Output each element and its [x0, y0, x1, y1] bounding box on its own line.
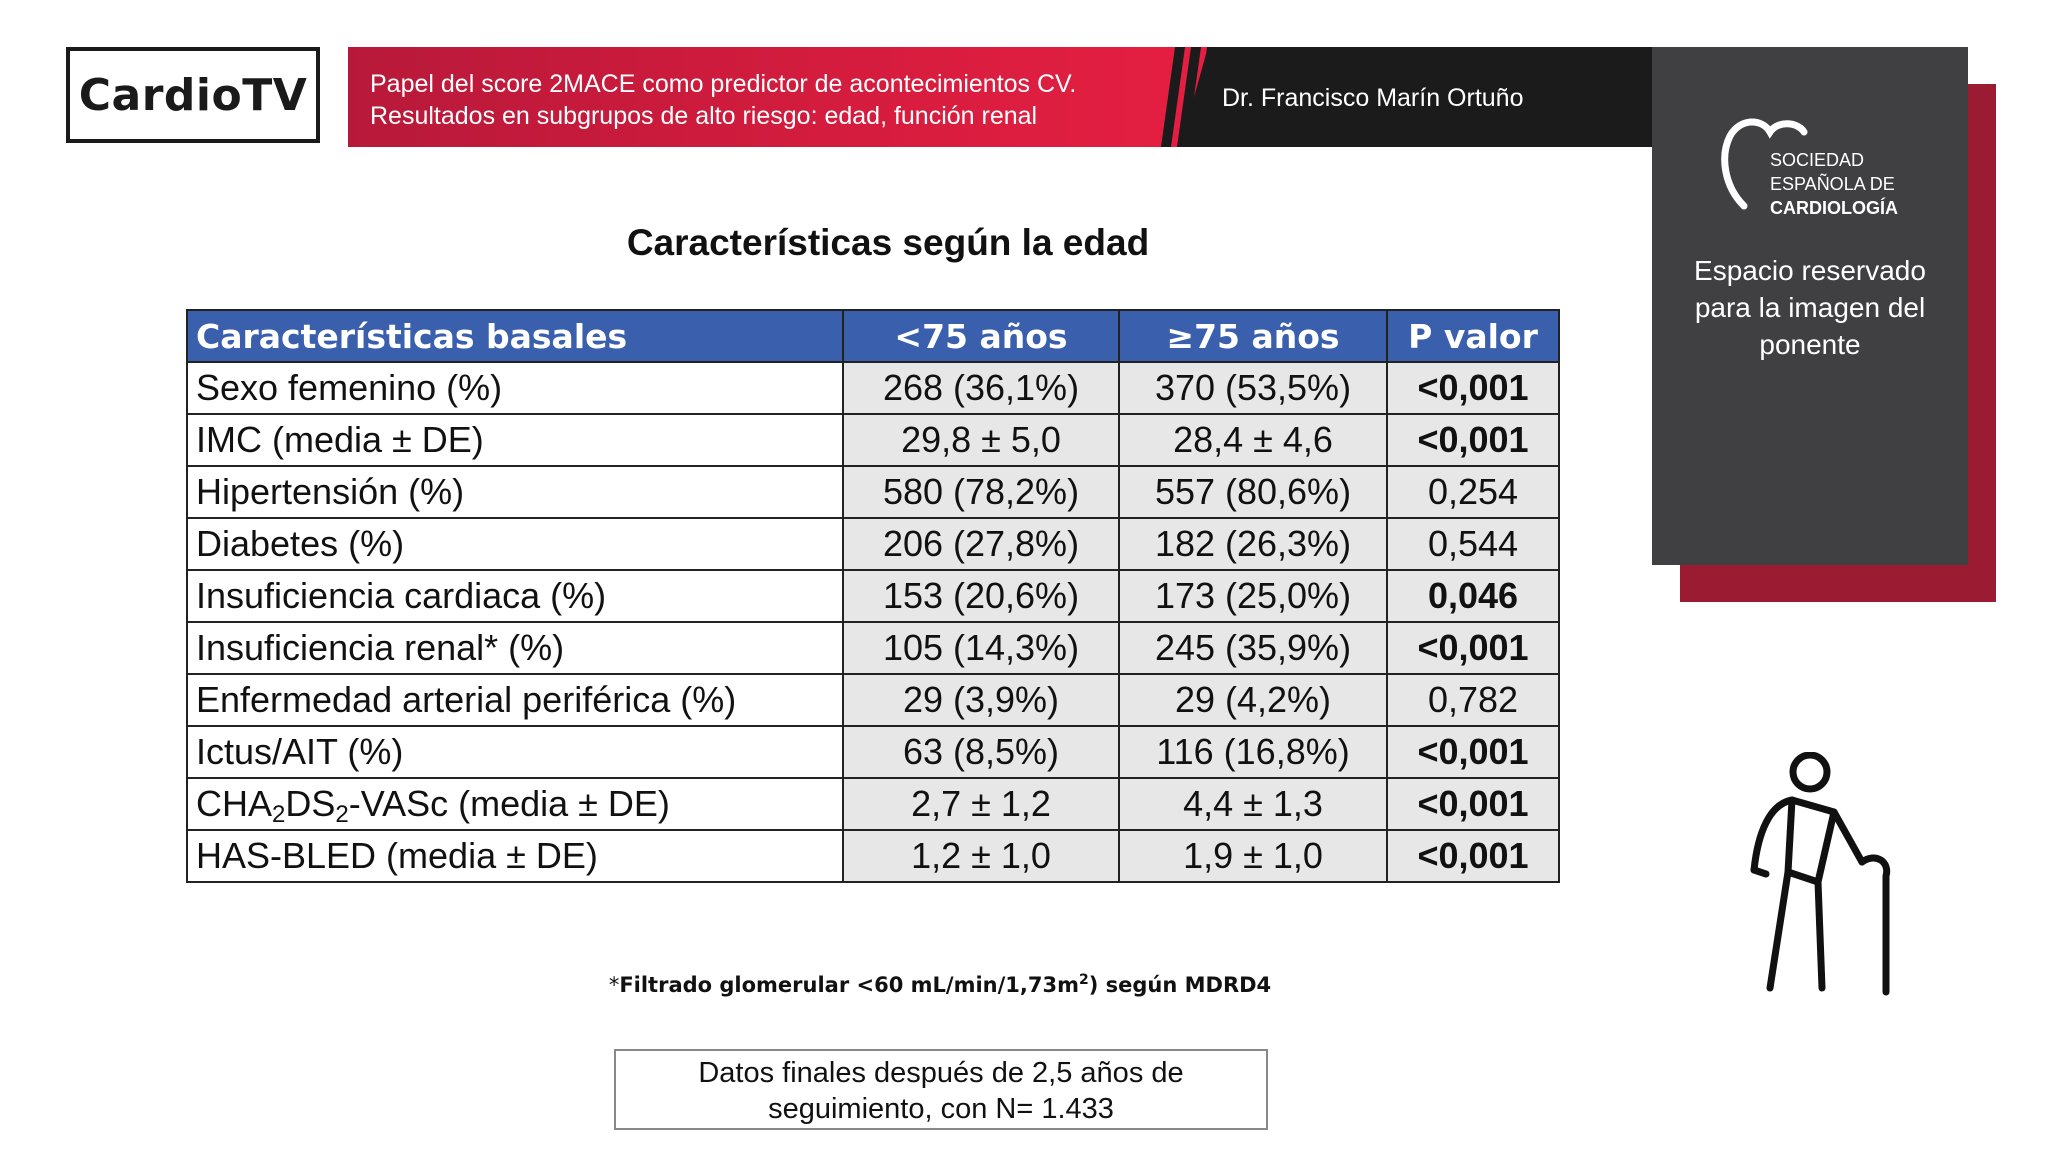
table-row: Insuficiencia renal* (%) 105 (14,3%) 245…: [186, 621, 1560, 675]
table-row: HAS-BLED (media ± DE) 1,2 ± 1,0 1,9 ± 1,…: [186, 829, 1560, 883]
p-value: <0,001: [1386, 361, 1560, 415]
row-label: Insuficiencia cardiaca (%): [186, 569, 844, 623]
table-row: Insuficiencia cardiaca (%) 153 (20,6%) 1…: [186, 569, 1560, 623]
table-row: Ictus/AIT (%) 63 (8,5%) 116 (16,8%) <0,0…: [186, 725, 1560, 779]
presentation-title: Papel del score 2MACE como predictor de …: [370, 68, 1076, 132]
value-under-75: 580 (78,2%): [842, 465, 1120, 519]
table-row: Diabetes (%) 206 (27,8%) 182 (26,3%) 0,5…: [186, 517, 1560, 571]
value-75-plus: 28,4 ± 4,6: [1118, 413, 1388, 467]
header-75-plus: ≥75 años: [1118, 309, 1388, 363]
footnote: *Filtrado glomerular <60 mL/min/1,73m2) …: [608, 972, 1272, 997]
header-characteristics: Características basales: [186, 309, 844, 363]
table-row: CHA2DS2-VASc (media ± DE) 2,7 ± 1,2 4,4 …: [186, 777, 1560, 831]
row-label: CHA2DS2-VASc (media ± DE): [186, 777, 844, 831]
value-under-75: 1,2 ± 1,0: [842, 829, 1120, 883]
speaker-image-placeholder: [1652, 47, 1968, 565]
value-under-75: 2,7 ± 1,2: [842, 777, 1120, 831]
row-label: Sexo femenino (%): [186, 361, 844, 415]
value-under-75: 153 (20,6%): [842, 569, 1120, 623]
speaker-banner: [1180, 47, 1652, 147]
row-label: Insuficiencia renal* (%): [186, 621, 844, 675]
row-label: Hipertensión (%): [186, 465, 844, 519]
value-75-plus: 1,9 ± 1,0: [1118, 829, 1388, 883]
table-header-row: Características basales <75 años ≥75 año…: [186, 309, 1560, 363]
value-under-75: 206 (27,8%): [842, 517, 1120, 571]
p-value: <0,001: [1386, 413, 1560, 467]
p-value: <0,001: [1386, 725, 1560, 779]
value-75-plus: 370 (53,5%): [1118, 361, 1388, 415]
follow-up-note-box: Datos finales después de 2,5 años de seg…: [614, 1049, 1268, 1130]
row-label: Ictus/AIT (%): [186, 725, 844, 779]
value-75-plus: 173 (25,0%): [1118, 569, 1388, 623]
table-row: Hipertensión (%) 580 (78,2%) 557 (80,6%)…: [186, 465, 1560, 519]
value-under-75: 105 (14,3%): [842, 621, 1120, 675]
row-label: Diabetes (%): [186, 517, 844, 571]
value-under-75: 29 (3,9%): [842, 673, 1120, 727]
p-value: 0,544: [1386, 517, 1560, 571]
value-75-plus: 245 (35,9%): [1118, 621, 1388, 675]
row-label: IMC (media ± DE): [186, 413, 844, 467]
row-label: Enfermedad arterial periférica (%): [186, 673, 844, 727]
value-under-75: 63 (8,5%): [842, 725, 1120, 779]
value-under-75: 268 (36,1%): [842, 361, 1120, 415]
p-value: <0,001: [1386, 621, 1560, 675]
cardiotv-logo: CardioTV: [66, 47, 320, 143]
value-75-plus: 557 (80,6%): [1118, 465, 1388, 519]
p-value: 0,254: [1386, 465, 1560, 519]
header-under-75: <75 años: [842, 309, 1120, 363]
table-row: IMC (media ± DE) 29,8 ± 5,0 28,4 ± 4,6 <…: [186, 413, 1560, 467]
value-under-75: 29,8 ± 5,0: [842, 413, 1120, 467]
table-row: Sexo femenino (%) 268 (36,1%) 370 (53,5%…: [186, 361, 1560, 415]
value-75-plus: 29 (4,2%): [1118, 673, 1388, 727]
p-value: 0,782: [1386, 673, 1560, 727]
row-label: HAS-BLED (media ± DE): [186, 829, 844, 883]
p-value: <0,001: [1386, 777, 1560, 831]
value-75-plus: 4,4 ± 1,3: [1118, 777, 1388, 831]
value-75-plus: 116 (16,8%): [1118, 725, 1388, 779]
slide-title: Características según la edad: [626, 222, 1150, 263]
title-banner: [348, 47, 1228, 147]
p-value: <0,001: [1386, 829, 1560, 883]
value-75-plus: 182 (26,3%): [1118, 517, 1388, 571]
reserved-space-text: Espacio reservado para la imagen del pon…: [1694, 255, 1926, 360]
presentation-title-line2: Resultados en subgrupos de alto riesgo: …: [370, 102, 1038, 130]
sociedad-espanola-cardiologia-logo: SOCIEDAD ESPAÑOLA DE CARDIOLOGÍA: [1770, 150, 1898, 218]
p-value: 0,046: [1386, 569, 1560, 623]
presentation-title-line1: Papel del score 2MACE como predictor de …: [370, 70, 1077, 98]
baseline-characteristics-table: Características basales <75 años ≥75 año…: [186, 309, 1560, 883]
speaker-name: Dr. Francisco Marín Ortuño: [1222, 84, 1524, 112]
header-p-value: P valor: [1386, 309, 1560, 363]
table-row: Enfermedad arterial periférica (%) 29 (3…: [186, 673, 1560, 727]
elderly-person-with-cane-icon: [1750, 752, 1891, 996]
heart-outline-icon: [1721, 118, 1808, 210]
